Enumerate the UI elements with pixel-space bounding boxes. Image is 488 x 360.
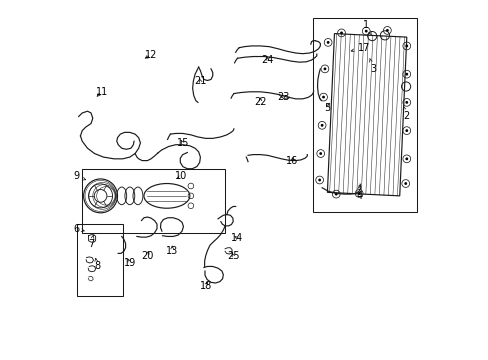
Text: 9: 9 [74,171,85,181]
Text: 23: 23 [277,92,289,102]
Text: 13: 13 [166,246,178,256]
Circle shape [340,31,342,34]
Circle shape [405,129,407,132]
Circle shape [405,45,407,48]
Text: 18: 18 [199,281,211,291]
Text: 15: 15 [176,138,188,148]
Circle shape [319,152,322,155]
Text: 1: 1 [363,20,370,35]
Text: 7: 7 [88,235,94,248]
Text: 4: 4 [355,185,362,201]
Text: 21: 21 [194,76,206,86]
Text: 8: 8 [94,258,100,271]
Circle shape [364,30,367,32]
Text: 5: 5 [324,103,330,113]
Circle shape [405,157,407,160]
Circle shape [405,101,407,104]
Text: 3: 3 [369,58,376,74]
Text: 25: 25 [226,251,239,261]
Bar [77,224,122,296]
Bar [313,18,417,212]
Circle shape [405,73,407,76]
Text: 2: 2 [402,106,409,121]
Circle shape [357,192,360,195]
Text: 19: 19 [123,258,136,268]
Circle shape [385,29,388,32]
Text: 12: 12 [144,50,157,60]
Circle shape [334,193,337,195]
Text: 11: 11 [95,87,107,97]
Text: 22: 22 [254,98,266,107]
Text: 6: 6 [74,224,84,234]
Circle shape [404,182,407,185]
Text: 16: 16 [285,156,298,166]
Text: 24: 24 [261,55,273,65]
Circle shape [326,41,329,44]
Circle shape [320,124,323,127]
Text: 10: 10 [175,171,187,181]
Text: 20: 20 [141,251,153,261]
Circle shape [322,96,324,99]
Text: 17: 17 [350,43,370,53]
Text: 14: 14 [231,233,243,243]
Circle shape [323,67,325,70]
Bar [82,170,224,233]
Circle shape [318,179,321,181]
